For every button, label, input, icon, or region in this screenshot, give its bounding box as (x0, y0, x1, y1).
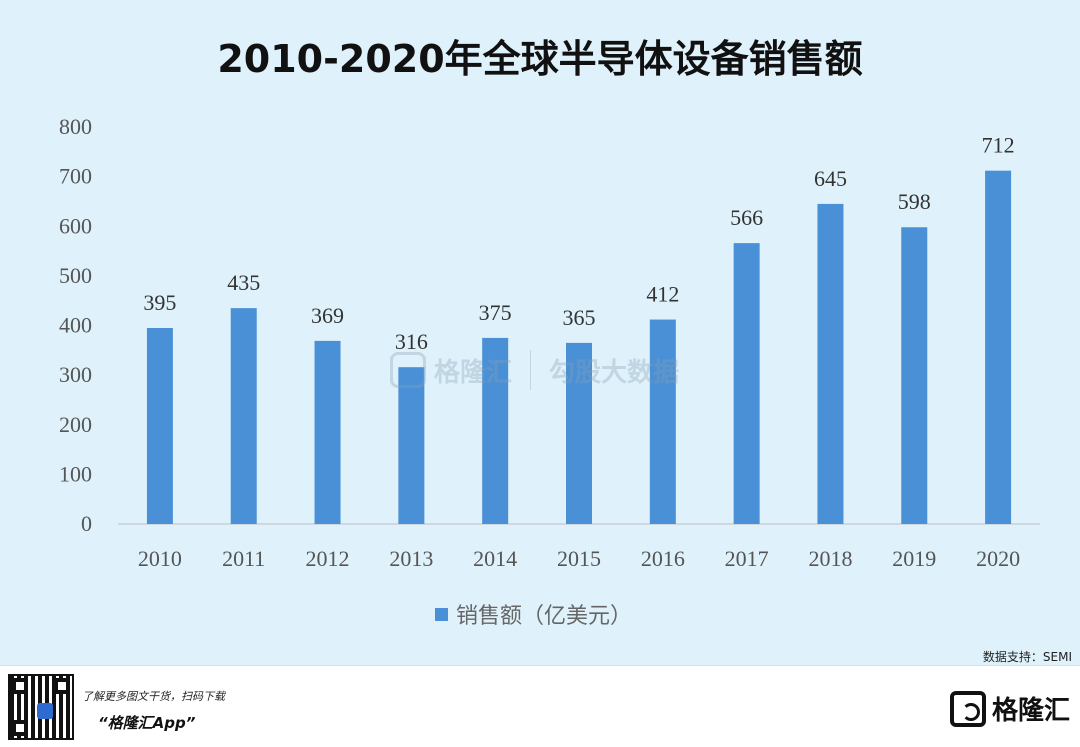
data-label-2013: 316 (395, 329, 428, 354)
qr-finder-top-left (12, 678, 28, 694)
chart-title: 2010-2020年全球半导体设备销售额 (217, 37, 863, 81)
y-tick-label: 100 (59, 461, 92, 486)
chart-legend: 销售额（亿美元） (435, 598, 632, 630)
gelonghui-logo-icon (949, 690, 986, 727)
watermark-divider (530, 350, 532, 390)
bar-chart: 0 100 200 300 400 500 600 700 800 395 435 369 316 37… (59, 114, 1040, 571)
promo-app-name: “格隆汇App” (98, 714, 196, 732)
bars-group (146, 170, 1012, 525)
y-tick-label: 200 (59, 412, 92, 437)
promo-text: 了解更多图文干货，扫码下载 (82, 690, 225, 703)
data-label-2020: 712 (982, 133, 1015, 158)
bar-2012 (314, 340, 341, 524)
source-note: 数据支持：SEMI (982, 650, 1072, 664)
watermark: 格隆汇 勾股大数据 (390, 350, 679, 390)
x-tick-label-2016: 2016 (641, 546, 685, 571)
data-labels-group: 395 435 369 316 375 365 412 566 645 598 712 (143, 133, 1014, 355)
watermark-subtitle: 勾股大数据 (549, 357, 680, 388)
x-tick-label-2020: 2020 (976, 546, 1020, 571)
qr-finder-top-right (54, 678, 70, 694)
x-tick-label-2013: 2013 (389, 546, 433, 571)
watermark-brand: 格隆汇 (434, 357, 513, 388)
bar-2017 (733, 243, 760, 524)
data-label-2018: 645 (814, 166, 847, 191)
y-tick-label: 400 (59, 313, 92, 338)
x-axis-ticks: 2010 2011 2012 2013 2014 2015 2016 2017 2018 2019… (138, 546, 1020, 571)
bar-2018 (817, 203, 844, 524)
bar-2013 (398, 367, 425, 524)
bar-2016 (649, 319, 676, 524)
footer-divider (0, 665, 1080, 666)
x-tick-label-2015: 2015 (557, 546, 601, 571)
y-tick-label: 600 (59, 213, 92, 238)
qr-finder-bottom-left (12, 720, 28, 736)
x-tick-label-2011: 2011 (222, 546, 265, 571)
data-label-2010: 395 (143, 290, 176, 315)
y-tick-label: 500 (59, 263, 92, 288)
y-axis-ticks: 0 100 200 300 400 500 600 700 800 (59, 114, 92, 536)
legend-label: 销售额（亿美元） (456, 604, 633, 629)
bar-2011 (230, 308, 257, 524)
watermark-logo-icon (390, 352, 426, 388)
brand-name: 格隆汇 (991, 696, 1070, 726)
data-label-2014: 375 (479, 300, 512, 325)
x-tick-label-2019: 2019 (892, 546, 936, 571)
y-tick-label: 700 (59, 164, 92, 189)
data-label-2011: 435 (227, 270, 260, 295)
x-tick-label-2012: 2012 (306, 546, 350, 571)
bar-2019 (901, 227, 928, 524)
bar-2014 (482, 337, 509, 524)
legend-swatch (435, 607, 448, 621)
bar-2010 (146, 327, 173, 524)
x-tick-label-2010: 2010 (138, 546, 182, 571)
x-tick-label-2017: 2017 (725, 546, 769, 571)
y-tick-label: 300 (59, 362, 92, 387)
data-label-2016: 412 (646, 282, 679, 307)
data-label-2012: 369 (311, 303, 344, 328)
bar-2015 (566, 342, 592, 524)
brand-logo: 格隆汇 (949, 690, 1070, 727)
data-label-2017: 566 (730, 205, 763, 230)
qr-code-icon (8, 674, 74, 740)
x-tick-label-2014: 2014 (473, 546, 517, 571)
qr-center-logo-icon (37, 703, 53, 719)
y-tick-label: 800 (59, 114, 92, 139)
bar-2020 (985, 170, 1012, 525)
y-tick-label: 0 (81, 511, 92, 536)
x-tick-label-2018: 2018 (808, 546, 852, 571)
data-label-2019: 598 (898, 189, 931, 214)
data-label-2015: 365 (563, 305, 596, 330)
chart-panel: 0 100 200 300 400 500 600 700 800 395 435 369 316 37… (0, 0, 1080, 665)
